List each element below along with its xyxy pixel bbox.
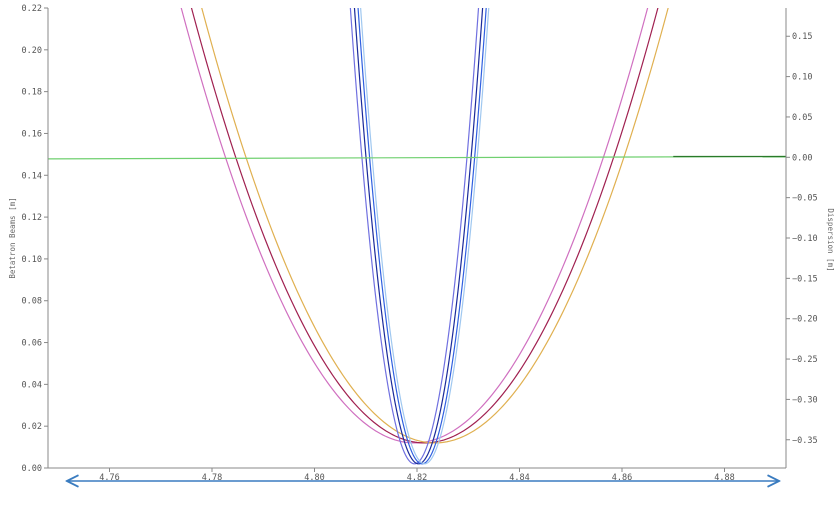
y-right-tick-label: −0.05 (792, 194, 818, 204)
axes (47, 8, 787, 469)
y-left-tick-label: 0.10 (22, 255, 42, 265)
y-left-tick-label: 0.14 (22, 171, 42, 181)
y-left-tick-label: 0.06 (22, 339, 42, 349)
y-right-tick-label: 0.10 (792, 73, 812, 83)
series-line-5 (353, 8, 484, 465)
right-axis-title: Dispersion [m] (826, 208, 835, 271)
series-line-7 (360, 8, 490, 465)
y-left-tick-label: 0.16 (22, 129, 42, 139)
y-left-tick-label: 0.08 (22, 297, 42, 307)
y-left-tick-label: 0.20 (22, 46, 42, 56)
series-line-2 (190, 8, 659, 444)
y-left-tick-label: 0.02 (22, 422, 42, 432)
series-line-3 (201, 8, 669, 444)
series-line-1 (180, 8, 649, 444)
series-line-8 (48, 155, 786, 160)
series-line-6 (357, 8, 487, 465)
y-right-tick-label: −0.25 (792, 355, 818, 365)
y-left-tick-label: 0.22 (22, 4, 42, 14)
y-right-tick-label: −0.20 (792, 315, 818, 325)
axis-ticks: 4.76 4.78 4.80 4.82 4.84 4.86 4.880.000.020.04… (22, 4, 818, 483)
y-left-tick-label: 0.12 (22, 213, 42, 223)
y-right-tick-label: 0.05 (792, 113, 812, 123)
series-line-4 (349, 8, 480, 465)
left-axis-title: Betatron Beams [m] (8, 197, 17, 278)
y-left-tick-label: 0.00 (22, 464, 42, 474)
plot-series (48, 8, 786, 465)
y-left-tick-label: 0.18 (22, 88, 42, 98)
y-right-tick-label: 0.15 (792, 32, 812, 42)
y-right-tick-label: 0.00 (792, 153, 812, 163)
y-left-tick-label: 0.04 (22, 380, 42, 390)
y-right-tick-label: −0.35 (792, 436, 818, 446)
y-right-tick-label: −0.15 (792, 274, 818, 284)
y-right-tick-label: −0.10 (792, 234, 818, 244)
y-right-tick-label: −0.30 (792, 395, 818, 405)
